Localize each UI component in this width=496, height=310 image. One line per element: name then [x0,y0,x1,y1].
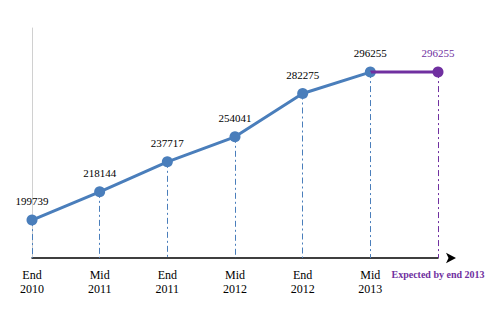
svg-text:2010: 2010 [20,282,44,296]
svg-text:237717: 237717 [151,137,185,149]
svg-text:296255: 296255 [422,47,456,59]
svg-text:2011: 2011 [88,282,112,296]
svg-text:Expected by end 2013: Expected by end 2013 [391,269,484,280]
svg-text:296255: 296255 [354,47,388,59]
svg-text:199739: 199739 [16,195,50,207]
svg-text:282275: 282275 [286,69,320,81]
svg-text:Mid: Mid [90,268,110,282]
svg-text:2012: 2012 [223,282,247,296]
svg-text:2011: 2011 [156,282,180,296]
svg-text:254041: 254041 [219,112,252,124]
svg-text:End: End [158,268,177,282]
svg-text:End: End [22,268,41,282]
svg-text:218144: 218144 [83,167,117,179]
svg-text:Mid: Mid [225,268,245,282]
svg-text:2012: 2012 [291,282,315,296]
svg-text:End: End [293,268,312,282]
svg-text:2013: 2013 [358,282,382,296]
svg-text:Mid: Mid [360,268,380,282]
